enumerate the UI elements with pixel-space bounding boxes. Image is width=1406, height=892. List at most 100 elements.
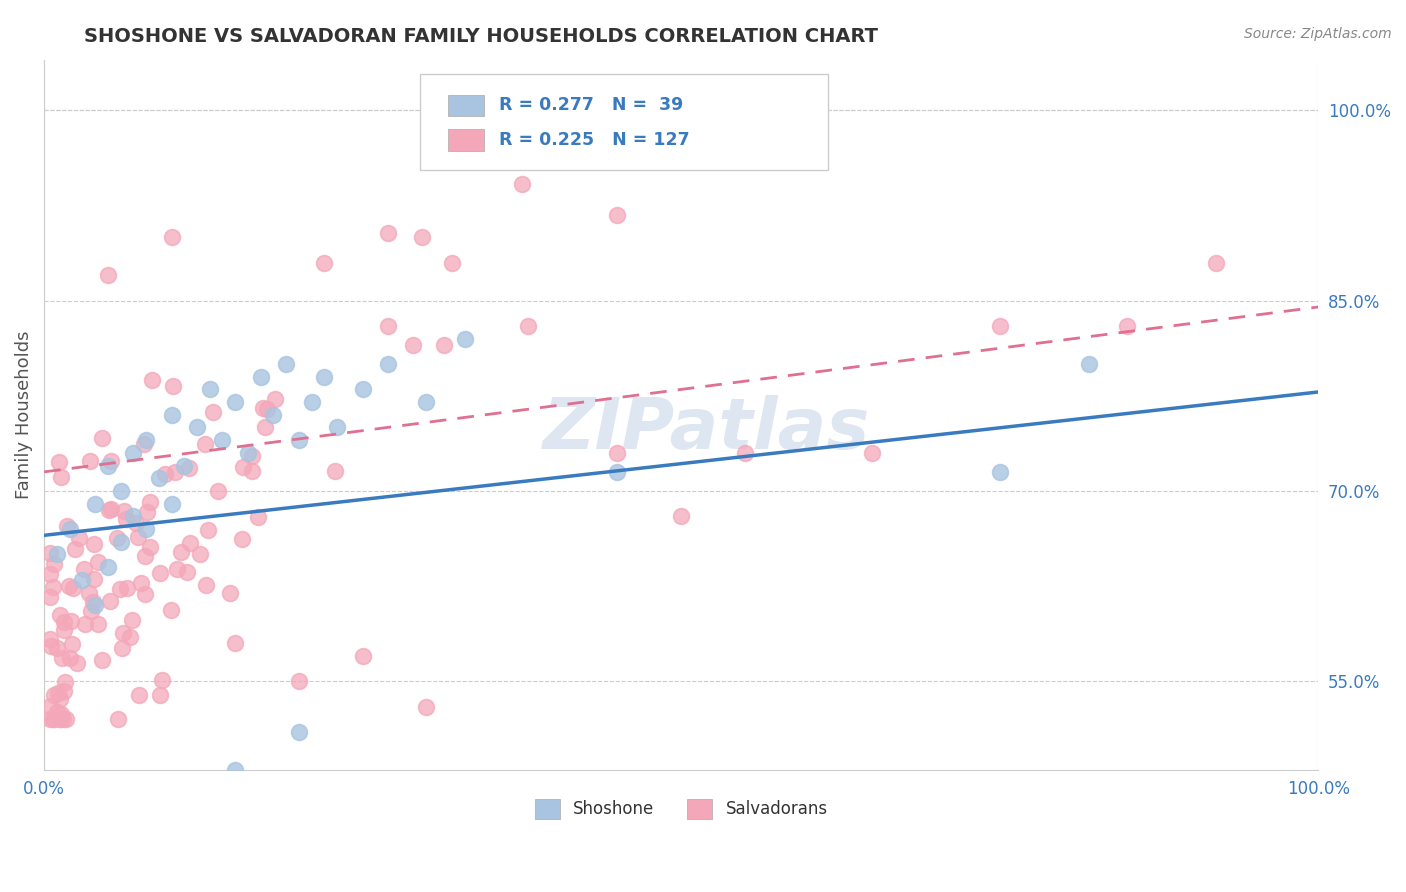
Y-axis label: Family Households: Family Households <box>15 331 32 499</box>
Point <box>254 419 277 434</box>
Point <box>440 255 463 269</box>
Point <box>415 395 437 409</box>
Point <box>82 595 104 609</box>
Point <box>148 471 170 485</box>
Point <box>377 357 399 371</box>
Point <box>218 585 240 599</box>
Point <box>125 516 148 531</box>
Point <box>160 408 183 422</box>
Point <box>97 502 120 516</box>
Point <box>160 602 183 616</box>
Point <box>606 208 628 222</box>
Point <box>60 614 83 628</box>
Point <box>73 561 96 575</box>
Point <box>517 318 540 333</box>
Point <box>45 547 67 561</box>
Point <box>84 598 107 612</box>
Point <box>97 560 120 574</box>
Point <box>165 465 187 479</box>
Point <box>176 565 198 579</box>
Point <box>49 608 72 623</box>
Point <box>51 650 73 665</box>
Point <box>122 509 145 524</box>
Text: R = 0.277   N =  39: R = 0.277 N = 39 <box>499 96 683 114</box>
Point <box>42 558 65 572</box>
Point <box>352 383 374 397</box>
Point <box>87 555 110 569</box>
Point <box>42 580 65 594</box>
Point <box>173 458 195 473</box>
Point <box>108 582 131 596</box>
Point <box>122 446 145 460</box>
Point <box>415 699 437 714</box>
Point <box>44 689 66 703</box>
Text: Source: ZipAtlas.com: Source: ZipAtlas.com <box>1244 27 1392 41</box>
Point <box>120 630 142 644</box>
Point <box>377 226 399 240</box>
Point <box>197 524 219 538</box>
Point <box>860 446 883 460</box>
Point <box>139 541 162 555</box>
Point <box>162 379 184 393</box>
Point <box>134 437 156 451</box>
Point <box>510 178 533 192</box>
Point <box>110 534 132 549</box>
Point <box>62 582 84 596</box>
Point <box>242 464 264 478</box>
Point <box>149 688 172 702</box>
Text: R = 0.225   N = 127: R = 0.225 N = 127 <box>499 131 689 149</box>
Point <box>115 581 138 595</box>
Point <box>411 230 433 244</box>
Point <box>352 648 374 663</box>
Point <box>39 591 62 605</box>
Point <box>134 549 156 563</box>
Point <box>48 712 70 726</box>
Point <box>115 512 138 526</box>
Point <box>734 446 756 460</box>
Text: SHOSHONE VS SALVADORAN FAMILY HOUSEHOLDS CORRELATION CHART: SHOSHONE VS SALVADORAN FAMILY HOUSEHOLDS… <box>84 27 879 45</box>
Point <box>39 567 62 582</box>
Point <box>256 401 278 416</box>
Point <box>110 483 132 498</box>
Point <box>39 546 62 560</box>
Point <box>58 522 80 536</box>
Point <box>141 373 163 387</box>
Point <box>39 639 62 653</box>
Point <box>262 408 284 422</box>
Point <box>1077 357 1099 371</box>
Point <box>433 337 456 351</box>
Point <box>79 454 101 468</box>
Point <box>135 433 157 447</box>
Point <box>45 706 67 720</box>
Point <box>326 420 349 434</box>
Point <box>97 458 120 473</box>
Point <box>48 455 70 469</box>
Point <box>1205 255 1227 269</box>
Point <box>179 536 201 550</box>
Point <box>59 650 82 665</box>
Point <box>377 318 399 333</box>
Point <box>170 544 193 558</box>
Point <box>42 712 65 726</box>
Point <box>128 688 150 702</box>
Point <box>121 614 143 628</box>
Point <box>105 531 128 545</box>
Point <box>91 653 114 667</box>
Point <box>314 369 336 384</box>
Point <box>149 566 172 580</box>
Legend: Shoshone, Salvadorans: Shoshone, Salvadorans <box>527 792 835 826</box>
Point <box>606 465 628 479</box>
Point <box>276 357 298 371</box>
Point <box>83 572 105 586</box>
Point <box>100 453 122 467</box>
Point <box>402 337 425 351</box>
Point <box>97 268 120 283</box>
Point <box>67 531 90 545</box>
Point <box>160 230 183 244</box>
Point <box>201 405 224 419</box>
Point <box>63 541 86 556</box>
Point <box>134 587 156 601</box>
Point <box>224 636 246 650</box>
Point <box>194 578 217 592</box>
Point <box>55 712 77 726</box>
